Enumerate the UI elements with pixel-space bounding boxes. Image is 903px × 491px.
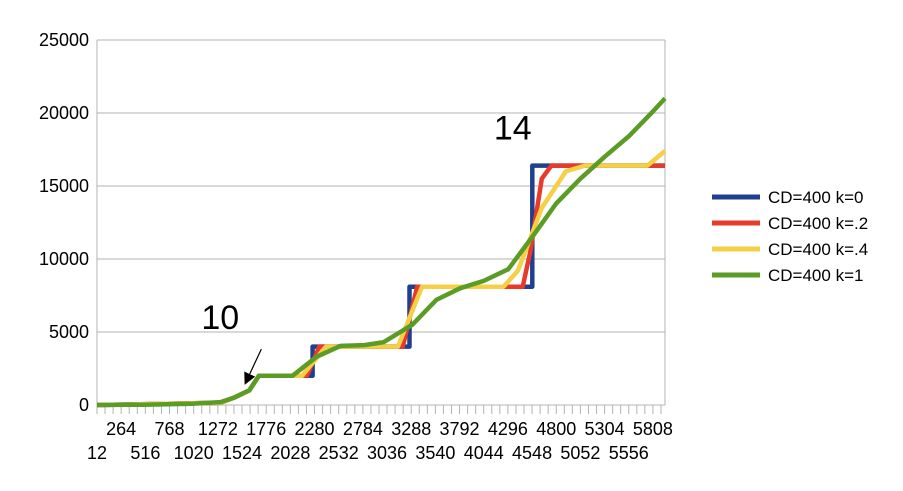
series-line-1: [96, 163, 665, 408]
legend-label-2: CD=400 k=.4: [768, 240, 868, 259]
x-tick-label-lower: 2028: [270, 443, 310, 463]
x-tick-label-lower: 4044: [464, 443, 504, 463]
legend-label-3: CD=400 k=1: [768, 266, 863, 285]
x-tick-label-upper: 3792: [440, 419, 480, 439]
x-tick-label-lower: 1020: [174, 443, 214, 463]
x-tick-label-upper: 2280: [295, 419, 335, 439]
legend: CD=400 k=0 CD=400 k=.2 CD=400 k=.4 CD=400 k…: [712, 188, 868, 285]
series-lines: [96, 96, 667, 408]
y-tick-label: 25000: [39, 30, 89, 50]
y-tick-label: 10000: [39, 249, 89, 269]
annotations: 10 14: [201, 109, 532, 385]
x-tick-label-lower: 1524: [222, 443, 262, 463]
y-axis-ticks: 0 5000 10000 15000 20000 25000: [39, 30, 89, 415]
x-tick-label-lower: 3540: [415, 443, 455, 463]
y-tick-label: 20000: [39, 103, 89, 123]
x-tick-label-lower: 3036: [367, 443, 407, 463]
x-tick-label-upper: 4800: [536, 419, 576, 439]
grid-lines: [96, 39, 666, 406]
series-line-3: [96, 96, 667, 408]
x-tick-label-lower: 2532: [319, 443, 359, 463]
x-tick-label-upper: 1272: [198, 419, 238, 439]
x-tick-label-upper: 3288: [391, 419, 431, 439]
annotation-label-14: 14: [494, 109, 532, 147]
annotation-arrow: [244, 348, 262, 385]
x-tick-label-lower: 516: [130, 443, 160, 463]
series-line-0: [96, 163, 665, 408]
y-tick-label: 5000: [49, 322, 89, 342]
y-tick-label: 0: [79, 395, 89, 415]
x-tick-label-upper: 5304: [585, 419, 625, 439]
legend-label-1: CD=400 k=.2: [768, 214, 868, 233]
x-axis-ticks: 264 768 1272 1776 2280 2784 3288 3792 4296 4800 53…: [87, 404, 673, 463]
x-tick-label-lower: 12: [87, 443, 107, 463]
x-tick-label-upper: 768: [154, 419, 184, 439]
annotation-label-10: 10: [201, 299, 239, 337]
x-tick-label-upper: 1776: [246, 419, 286, 439]
series-line-2: [96, 149, 667, 408]
legend-label-0: CD=400 k=0: [768, 188, 863, 207]
y-tick-label: 15000: [39, 176, 89, 196]
x-tick-label-lower: 5052: [560, 443, 600, 463]
x-tick-label-lower: 5556: [609, 443, 649, 463]
x-tick-label-lower: 4548: [512, 443, 552, 463]
x-tick-label-upper: 2784: [343, 419, 383, 439]
x-tick-label-upper: 5808: [633, 419, 673, 439]
x-tick-label-upper: 4296: [488, 419, 528, 439]
x-tick-label-upper: 264: [106, 419, 136, 439]
